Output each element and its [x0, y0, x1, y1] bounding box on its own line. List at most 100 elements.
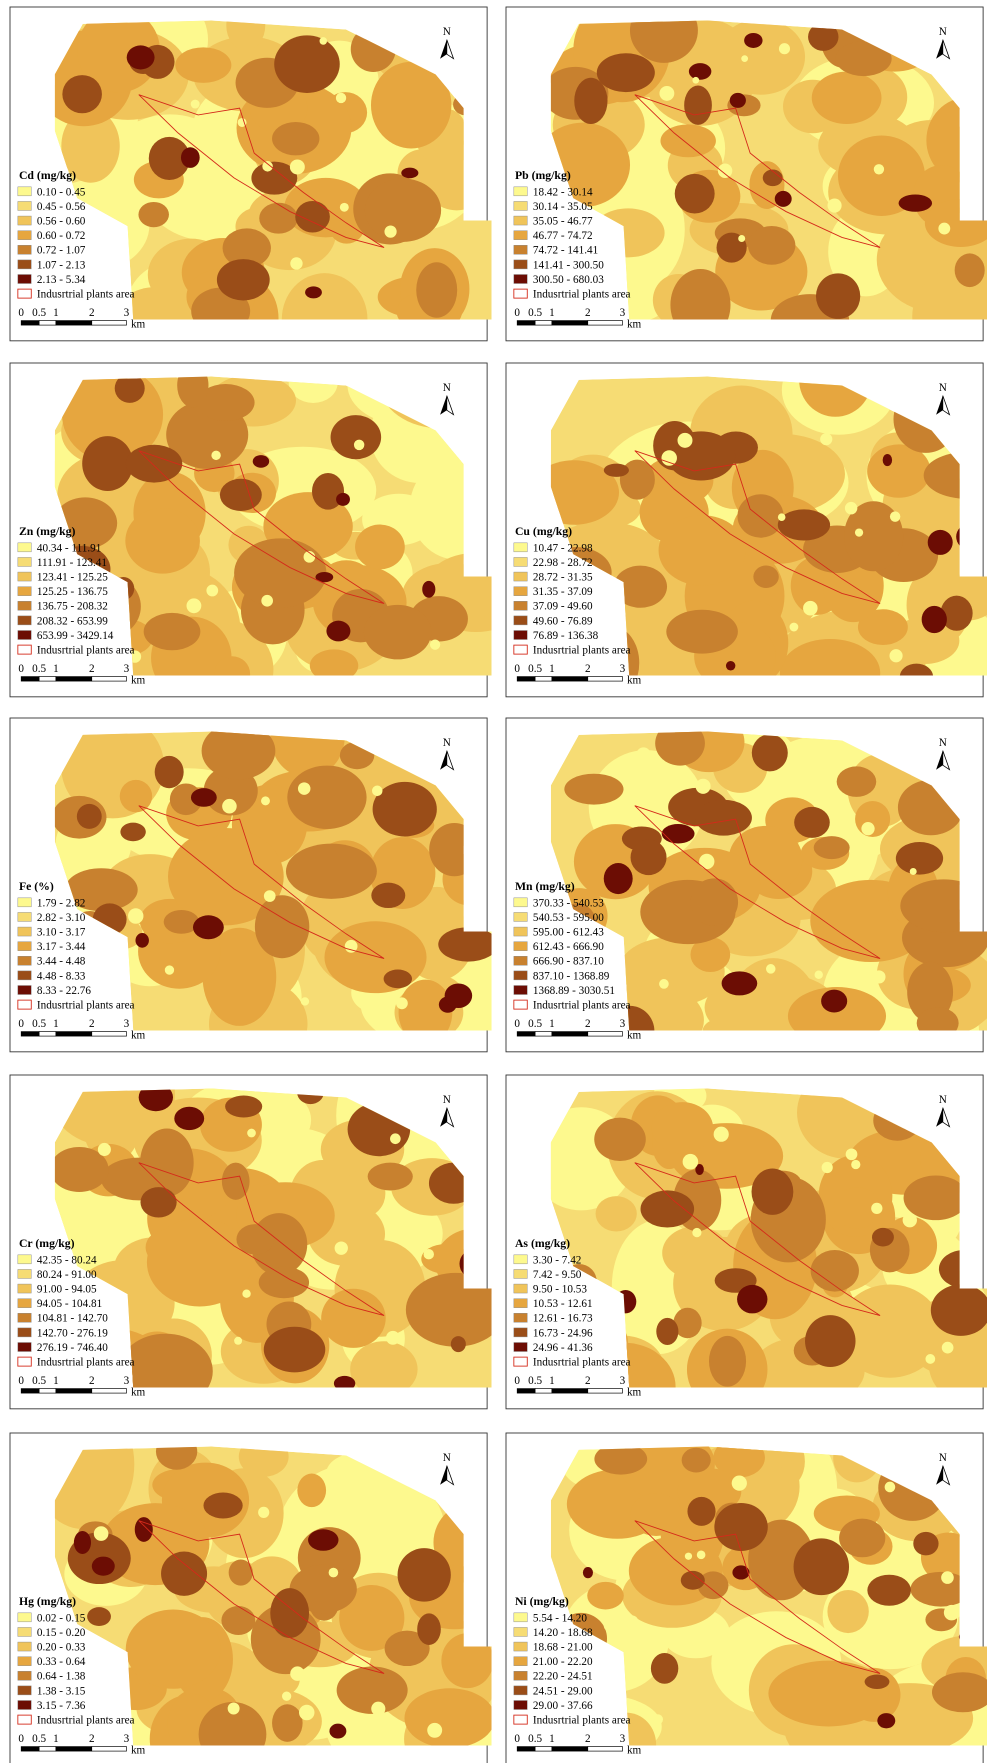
map-zone: [401, 168, 418, 179]
legend-swatch: [514, 543, 527, 552]
scale-label: 0: [514, 1733, 520, 1745]
map-spot: [653, 1714, 663, 1724]
legend-swatch: [514, 1000, 527, 1009]
map-zone: [225, 1096, 262, 1118]
legend-swatch: [18, 201, 31, 210]
scale-segment: [39, 1389, 56, 1393]
map-zone: [371, 883, 405, 908]
legend-label: 2.13 - 5.34: [37, 274, 86, 286]
legend-swatch: [18, 1269, 31, 1278]
map-zone: [308, 1529, 338, 1551]
legend-label: 1368.89 - 3030.51: [533, 985, 615, 997]
map-zone: [286, 844, 377, 899]
map-zone: [839, 1519, 885, 1558]
map-spot: [738, 235, 745, 242]
map-spot: [815, 971, 823, 979]
map-zone: [82, 436, 133, 491]
legend-label: 0.20 - 0.33: [37, 1641, 86, 1653]
legend-swatch: [514, 1284, 527, 1293]
north-label: N: [939, 1094, 947, 1106]
legend-label: 3.30 - 7.42: [533, 1254, 582, 1266]
legend-swatch: [18, 587, 31, 596]
scale-segment: [588, 1032, 623, 1036]
map-spot: [889, 649, 902, 662]
scale-segment: [56, 1389, 92, 1393]
scale-segment: [535, 677, 552, 681]
legend-label: 22.98 - 28.72: [533, 557, 593, 569]
map-zone: [368, 1163, 413, 1191]
map-spot: [846, 1148, 858, 1160]
legend-title: Cr (mg/kg): [19, 1237, 75, 1250]
scale-label: 2: [89, 307, 95, 319]
map-zone: [270, 1588, 309, 1638]
legend-swatch: [514, 601, 527, 610]
legend-label: Indusrtrial plants area: [533, 289, 631, 301]
legend-label: 1.79 - 2.82: [37, 897, 86, 909]
legend-label: 0.64 - 1.38: [37, 1671, 86, 1683]
map-zone: [126, 1610, 221, 1689]
legend-label: 37.09 - 49.60: [533, 601, 593, 613]
legend-swatch: [514, 260, 527, 269]
map-zone: [404, 1688, 495, 1748]
scale-label: 0.5: [32, 1375, 46, 1387]
map-zone: [120, 780, 152, 813]
map-spot: [661, 450, 676, 466]
north-label: N: [939, 26, 947, 38]
map-zone: [272, 122, 319, 155]
map-zone: [282, 273, 368, 365]
map-zone: [364, 605, 431, 660]
legend-label: 16.73 - 24.96: [533, 1327, 593, 1339]
scale-segment: [588, 677, 623, 681]
map-spot: [282, 1692, 291, 1701]
legend-title: Zn (mg/kg): [19, 525, 76, 538]
map-zone: [748, 226, 795, 265]
map-spot: [778, 513, 786, 521]
north-label: N: [939, 382, 947, 394]
map-spot: [845, 502, 857, 514]
map-zone: [928, 530, 953, 555]
legend-label: 94.05 - 104.81: [37, 1298, 102, 1310]
scale-label: 3: [124, 663, 130, 675]
map-zone: [597, 53, 655, 92]
map-zone: [732, 1565, 749, 1579]
scale-segment: [535, 1389, 552, 1393]
legend-swatch: [514, 572, 527, 581]
scale-label: 0: [514, 1375, 520, 1387]
map-zone: [355, 525, 405, 570]
legend-swatch: [18, 1000, 31, 1009]
legend-swatch: [514, 1613, 527, 1622]
scale-label: 0: [18, 1018, 24, 1030]
map-zone: [135, 933, 148, 948]
scale-label: 2: [585, 663, 591, 675]
legend-title: Fe (%): [19, 880, 54, 893]
legend-label: 30.14 - 35.05: [533, 201, 593, 213]
map-zone: [297, 1474, 326, 1508]
map-spot: [790, 623, 799, 632]
legend-label: 76.89 - 136.38: [533, 630, 599, 642]
legend-swatch: [514, 245, 527, 254]
map-zone: [236, 1224, 274, 1255]
map-spot: [697, 1550, 706, 1559]
scale-label: 3: [124, 307, 130, 319]
legend-title: Ni (mg/kg): [515, 1595, 569, 1608]
legend-swatch: [514, 971, 527, 980]
map-zone: [182, 171, 248, 223]
map-zone: [913, 1532, 938, 1556]
legend-swatch: [18, 956, 31, 965]
legend-label: Indusrtrial plants area: [533, 645, 631, 657]
map-panel: NAs (mg/kg)3.30 - 7.427.42 - 9.509.50 - …: [506, 1057, 987, 1431]
map-zone: [682, 1448, 711, 1473]
map-zone: [667, 431, 735, 480]
map-zone: [398, 1548, 451, 1602]
map-zone: [695, 800, 752, 836]
scale-segment: [21, 677, 39, 681]
map-zone: [596, 1196, 637, 1231]
map-zone: [659, 515, 746, 585]
map-zone: [583, 1567, 593, 1578]
scale-label: 0.5: [528, 1375, 542, 1387]
scale-label: 3: [620, 663, 626, 675]
map-spot: [925, 1354, 935, 1364]
legend-label: 10.53 - 12.61: [533, 1298, 593, 1310]
scale-segment: [92, 1389, 127, 1393]
legend-swatch: [514, 1343, 527, 1352]
